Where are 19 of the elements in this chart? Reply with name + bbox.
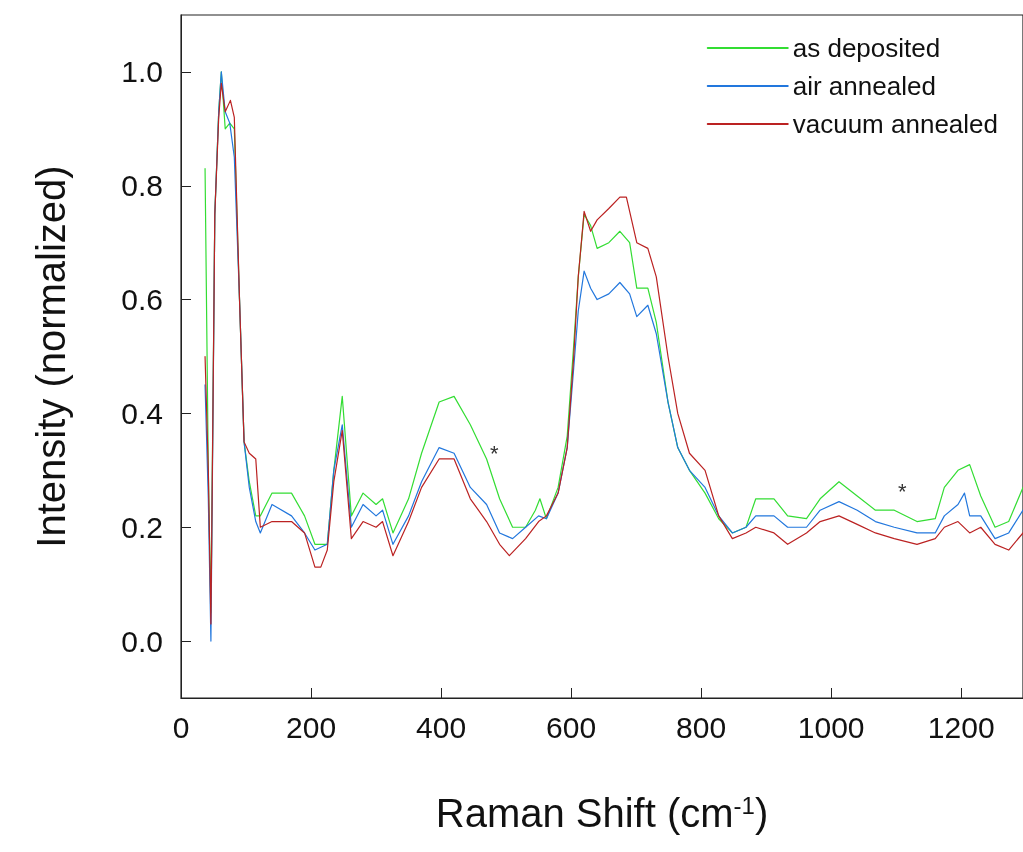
annotation: * xyxy=(490,440,499,466)
x-tick-label: 200 xyxy=(286,710,337,744)
legend-label: vacuum annealed xyxy=(792,109,999,139)
y-tick-label: 0.0 xyxy=(121,624,163,658)
legend-label: as deposited xyxy=(792,33,941,63)
annotation: * xyxy=(898,478,907,504)
y-axis-title: Intensity (normalized) xyxy=(29,165,73,548)
y-tick-label: 0.8 xyxy=(121,169,163,203)
x-tick-label: 400 xyxy=(416,710,467,744)
y-tick-label: 0.2 xyxy=(121,510,163,544)
legend-label: air annealed xyxy=(792,71,936,101)
x-tick-label: 1000 xyxy=(797,710,865,744)
y-tick-label: 0.6 xyxy=(121,283,163,317)
x-tick-label: 800 xyxy=(676,710,727,744)
x-tick-label: 0 xyxy=(172,710,190,744)
x-tick-label: 1200 xyxy=(927,710,995,744)
x-tick-label: 600 xyxy=(546,710,597,744)
y-tick-label: 0.4 xyxy=(121,396,163,430)
y-tick-label: 1.0 xyxy=(121,55,163,89)
